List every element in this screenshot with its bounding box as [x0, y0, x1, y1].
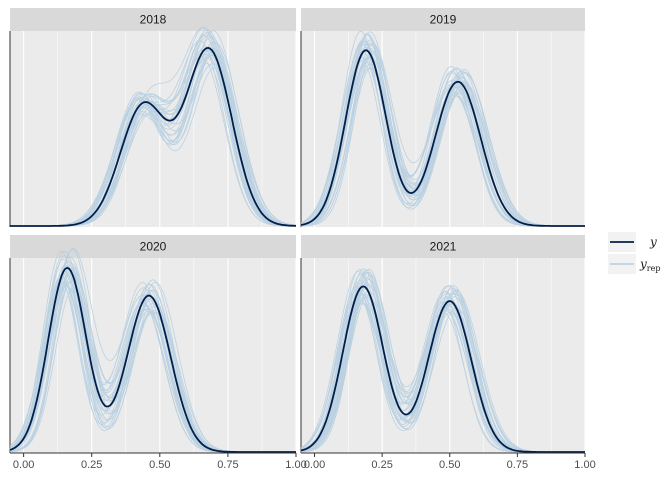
x-tick-label: 0.00: [13, 459, 34, 471]
y-observed-line: [300, 49, 585, 227]
panel-grid: [23, 31, 297, 227]
facet-panel-2018: 2018: [9, 8, 297, 227]
x-axis-1: 0.00 0.25 0.50 0.75 1.00: [10, 452, 307, 471]
legend-label-y: y: [649, 235, 657, 249]
facet-panel-2019: 2019: [300, 8, 586, 227]
facet-strip: [301, 8, 585, 31]
legend-label-yrep: yrep: [639, 257, 660, 273]
x-axes: 0.00 0.25 0.50 0.75 1.000.00 0.25 0.50 0.75 1.00: [10, 452, 596, 471]
facet-strip-label: 2018: [140, 13, 167, 27]
x-tick-label: 0.50: [149, 459, 170, 471]
x-tick-label: 0.75: [507, 459, 528, 471]
y-observed-line: [300, 285, 585, 453]
facet-panel-2020: 2020: [9, 235, 297, 453]
yrep-line: [300, 44, 585, 227]
facet-strip-label: 2020: [140, 240, 167, 254]
x-tick-label: 0.00: [304, 459, 325, 471]
facet-strip: [10, 8, 296, 31]
x-tick-label: 0.75: [217, 459, 238, 471]
legend: y yrep: [606, 230, 666, 278]
x-tick-label: 0.50: [439, 459, 460, 471]
x-tick-label: 0.25: [371, 459, 392, 471]
facet-panels: 2018 2019 2020 2021: [9, 8, 586, 453]
facet-strip: [10, 235, 296, 258]
facet-strip: [301, 235, 585, 258]
x-tick-label: 1.00: [285, 459, 306, 471]
y-observed-line: [9, 266, 296, 453]
x-tick-label: 0.25: [81, 459, 102, 471]
facet-strip-label: 2019: [430, 13, 457, 27]
x-tick-label: 1.00: [574, 459, 595, 471]
facet-strip-label: 2021: [430, 240, 457, 254]
facet-panel-2021: 2021: [300, 235, 586, 453]
y-observed-line: [10, 46, 297, 227]
x-axis-2: 0.00 0.25 0.50 0.75 1.00: [301, 452, 596, 471]
